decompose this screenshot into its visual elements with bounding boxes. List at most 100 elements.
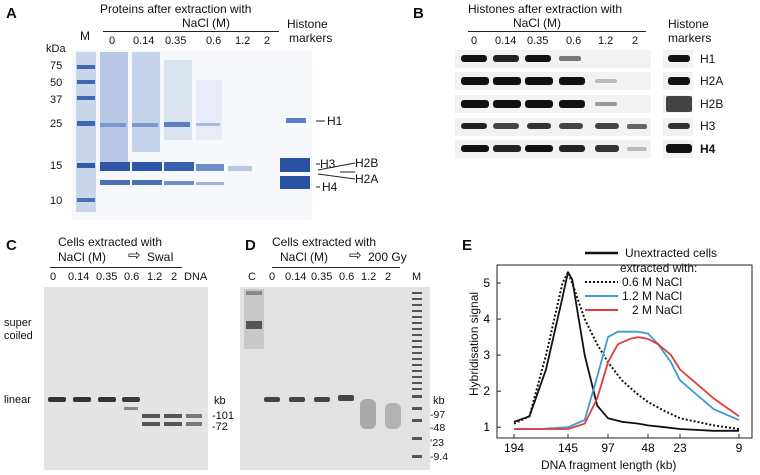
panel-b-histone-markers-1: Histone (668, 17, 709, 31)
mw-label: 50 (50, 77, 63, 89)
chart-x-label: DNA fragment length (kb) (541, 458, 677, 472)
panel-a-salt-label: NaCl (M) (182, 16, 230, 30)
panel-c-title: Cells extracted with (58, 235, 163, 249)
panel-c-salt-label: NaCl (M) (58, 250, 106, 264)
panel-d-treatment: 200 Gy (368, 250, 407, 264)
lane-label: 0.35 (165, 35, 187, 47)
panel-a-histone-markers-1: Histone (287, 17, 328, 31)
panel-c-linear-label: linear (4, 394, 31, 406)
arrow-icon: ⇨ (128, 247, 141, 264)
legend-06: 0.6 M NaCl (622, 275, 683, 289)
x-tick-label: 23 (673, 441, 687, 455)
lane-label: 0 (471, 35, 478, 47)
chart-frame (496, 264, 753, 439)
lane-label: 1.2 (361, 271, 377, 283)
panel-d-size-23: ‘23 (430, 437, 445, 449)
lane-label: 0.6 (339, 271, 355, 283)
row-label-h3: H3 (700, 119, 716, 133)
panel-d-size-48: -48 (430, 422, 446, 434)
lane-label: 0.14 (133, 35, 155, 47)
panel-c-size-72: -72 (212, 421, 228, 433)
lane-label: 1.2 (147, 271, 163, 283)
lane-label: 0.14 (68, 271, 90, 283)
lane-label: 0.14 (285, 271, 307, 283)
panel-b-bracket-line (468, 31, 646, 32)
lane-label: DNA (184, 271, 208, 283)
x-tick-label: 9 (736, 441, 743, 455)
panel-c-supercoiled-1: super (4, 317, 32, 329)
mw-label: 10 (50, 195, 63, 207)
panel-d-marker-label: M (412, 271, 422, 283)
panel-c-bracket-line (50, 267, 182, 268)
lane-label: 2 (632, 35, 639, 47)
row-label-h4: H4 (700, 142, 716, 156)
row-label-h1: H1 (700, 52, 716, 66)
lane-label: 0.6 (124, 271, 140, 283)
legend-12: 1.2 M NaCl (622, 289, 683, 303)
mw-label: 15 (50, 160, 63, 172)
panel-c-gel (44, 287, 208, 470)
panel-b-salt-label: NaCl (M) (513, 16, 561, 30)
mw-label: 25 (50, 118, 63, 130)
lane-label: 1.2 (235, 35, 251, 47)
panel-a-kda: kDa (46, 43, 66, 55)
lane-label: 0.6 (206, 35, 222, 47)
row-label-h2b: H2B (700, 97, 724, 111)
lane-label: 0.35 (96, 271, 118, 283)
arrow-icon: ⇨ (349, 247, 362, 264)
panel-b-histone-markers-2: markers (668, 31, 712, 45)
x-tick-label: 194 (504, 441, 524, 455)
panel-e-letter: E (462, 237, 473, 254)
panel-d-letter: D (245, 237, 256, 254)
mw-label: 37 (50, 94, 63, 106)
lane-label: 2 (171, 271, 178, 283)
panel-d-gel (240, 287, 430, 470)
lane-label: 2 (264, 35, 271, 47)
panel-d-kb: kb (433, 395, 445, 407)
y-tick-label: 2 (483, 384, 490, 398)
panel-b-blot (455, 48, 695, 160)
lane-label: 0.35 (311, 271, 333, 283)
y-tick-label: 5 (483, 276, 490, 290)
panel-d-bracket-line (272, 267, 400, 268)
lane-label: 0.6 (566, 35, 582, 47)
lane-label: 0.35 (527, 35, 549, 47)
panel-d-title: Cells extracted with (272, 235, 377, 249)
series-line-1-2-m-nacl (514, 330, 740, 430)
series-line-2-m-nacl (514, 336, 740, 430)
lane-label: 0 (269, 271, 276, 283)
lane-label: 0.14 (495, 35, 517, 47)
lane-label: 1.2 (598, 35, 614, 47)
panel-b-title: Histones after extraction with (468, 2, 623, 16)
panel-c-letter: C (6, 237, 17, 254)
band-label-h2b: H2B (355, 156, 379, 170)
band-label-h2a: H2A (355, 172, 379, 186)
lane-label: 2 (385, 271, 392, 283)
panel-c-kb: kb (214, 395, 226, 407)
panel-d-control-label: C (248, 271, 256, 283)
y-tick-label: 3 (483, 348, 490, 362)
panel-d-salt-label: NaCl (M) (280, 250, 328, 264)
panel-a-letter: A (6, 5, 17, 22)
panel-a-marker-lane: M (80, 29, 90, 43)
x-tick-label: 145 (558, 441, 578, 455)
x-tick-label: 48 (641, 441, 655, 455)
lane-label: 0 (50, 271, 57, 283)
legend-2: 2 M NaCl (632, 303, 683, 317)
legend-unextracted: Unextracted cells (625, 246, 718, 260)
x-tick-label: 97 (601, 441, 615, 455)
series-line-0-6-m-nacl (513, 271, 740, 430)
panel-a-bracket-line (103, 31, 279, 32)
panel-d-size-97: -97 (430, 409, 446, 421)
panel-c-size-101: -101 (212, 410, 235, 422)
row-label-h2a: H2A (700, 74, 724, 88)
panel-c-supercoiled-2: coiled (4, 330, 33, 342)
panel-a-gel (72, 50, 312, 220)
panel-a-title: Proteins after extraction with (100, 2, 252, 16)
panel-a-histone-markers-2: markers (289, 31, 333, 45)
band-label-h1: H1 (327, 114, 343, 128)
panel-d-size-9: -9.4 (430, 451, 449, 463)
panel-b-letter: B (413, 5, 424, 22)
y-tick-label: 1 (483, 420, 490, 434)
